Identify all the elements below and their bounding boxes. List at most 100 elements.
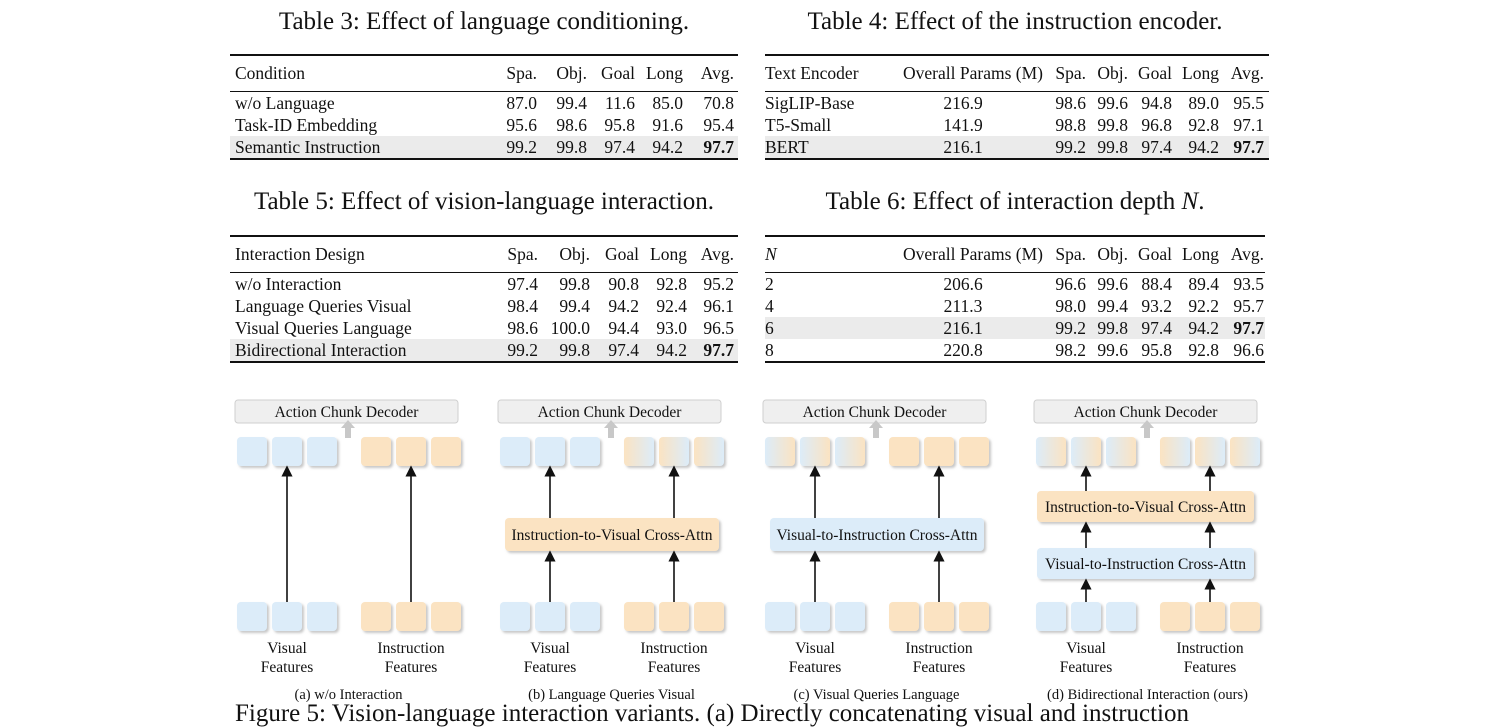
table-cell: 92.2 [1188, 295, 1219, 316]
visual-to-instruction-cross-attn-label: Visual-to-Instruction Cross-Attn [777, 527, 978, 544]
table-cell: 94.2 [608, 295, 639, 316]
visual-features-label: Features [524, 659, 577, 676]
visual-token-out [835, 437, 865, 466]
instruction-token-out [361, 437, 391, 466]
instruction-token-in [659, 602, 689, 631]
table-cell: 97.4 [507, 273, 538, 294]
instruction-token-in [889, 602, 919, 631]
table-cell: 98.8 [1055, 114, 1086, 135]
table-cell: 100.0 [550, 317, 590, 338]
table-cell: 95.8 [604, 114, 635, 135]
table-row-highlighted: Semantic Instruction 99.2 99.8 97.4 94.2… [230, 136, 738, 159]
table-row: w/o Language 87.0 99.4 11.6 85.0 70.8 [230, 92, 738, 115]
action-chunk-decoder-label: Action Chunk Decoder [275, 404, 420, 421]
decoder-up-arrow-icon [604, 420, 618, 438]
table5-header: Obj. [559, 244, 590, 264]
table-cell: 92.4 [656, 295, 687, 316]
table6-header: Overall Params (M) [903, 244, 1043, 264]
instruction-token-in [1160, 602, 1190, 631]
instruction-token-in [1230, 602, 1260, 631]
table-cell: 141.9 [943, 114, 983, 135]
table4-header: Obj. [1097, 63, 1128, 83]
table-cell: 99.6 [1097, 92, 1128, 113]
table-cell: 89.0 [1188, 92, 1219, 113]
table-cell: w/o Language [235, 92, 335, 113]
table4-header: Overall Params (M) [903, 63, 1043, 83]
visual-token-out [535, 437, 565, 466]
table-cell: 94.2 [635, 136, 683, 159]
table-cell: 11.6 [605, 92, 635, 113]
instruction-token-out [396, 437, 426, 466]
table-cell: 98.2 [1055, 339, 1086, 360]
visual-token-out [500, 437, 530, 466]
instruction-to-visual-cross-attn-label: Instruction-to-Visual Cross-Attn [512, 527, 713, 544]
table-cell: 96.6 [1055, 273, 1086, 294]
table-cell: 99.6 [1097, 339, 1128, 360]
table6: N Overall Params (M) Spa. Obj. Goal Long… [765, 235, 1265, 363]
table4-header-row: Text Encoder Overall Params (M) Spa. Obj… [765, 55, 1269, 92]
visual-token-in [800, 602, 830, 631]
visual-token-in [1036, 602, 1066, 631]
table4-header: Goal [1137, 63, 1172, 83]
table-cell: 96.6 [1233, 339, 1264, 360]
table-cell: 98.6 [556, 114, 587, 135]
instruction-token-out [924, 437, 954, 466]
table-cell: 95.5 [1233, 92, 1264, 113]
table6-caption-suffix: . [1198, 188, 1205, 215]
table-row: Task-ID Embedding 95.6 98.6 95.8 91.6 95… [230, 114, 738, 136]
table3-header: Avg. [700, 63, 734, 83]
table6-caption: Table 6: Effect of interaction depth N. [765, 188, 1265, 216]
table4-header: Avg. [1230, 63, 1264, 83]
table-row: T5-Small 141.9 98.8 99.8 96.8 92.8 97.1 [765, 114, 1269, 136]
table-cell: 97.4 [587, 136, 635, 159]
table5-header: Spa. [507, 244, 538, 264]
instruction-token-in [361, 602, 391, 631]
instruction-features-label: Instruction [377, 640, 444, 657]
table3-header: Spa. [506, 63, 537, 83]
table-cell: 97.4 [1128, 136, 1172, 159]
visual-to-instruction-cross-attn [770, 518, 984, 551]
table4-caption: Table 4: Effect of the instruction encod… [807, 8, 1223, 35]
visual-token-out [272, 437, 302, 466]
visual-token-out [307, 437, 337, 466]
table-cell: 99.8 [1086, 317, 1128, 339]
table-cell: 95.6 [506, 114, 537, 135]
table-cell: 99.8 [559, 273, 590, 294]
instruction-token-out [889, 437, 919, 466]
instruction-token-in [924, 602, 954, 631]
table-cell: 98.4 [507, 295, 538, 316]
table6-header-row: N Overall Params (M) Spa. Obj. Goal Long… [765, 236, 1265, 273]
instruction-token-out [959, 437, 989, 466]
table-cell: 211.3 [943, 295, 983, 316]
table-cell: 99.2 [1043, 136, 1086, 159]
visual-features-label: Features [789, 659, 842, 676]
table-cell: Visual Queries Language [235, 317, 412, 338]
table6-caption-var: N [1181, 188, 1199, 215]
action-chunk-decoder-label: Action Chunk Decoder [803, 404, 948, 421]
table3-header: Long [646, 63, 683, 83]
table5-header: Long [650, 244, 687, 264]
visual-token-out [237, 437, 267, 466]
table-cell: Semantic Instruction [230, 136, 495, 159]
table-cell: Bidirectional Interaction [230, 339, 490, 362]
visual-token-in [307, 602, 337, 631]
table-cell: 94.2 [1172, 136, 1219, 159]
table-row: 8 220.8 98.2 99.6 95.8 92.8 96.6 [765, 339, 1265, 362]
table-cell: Language Queries Visual [235, 295, 412, 316]
instruction-features-label: Features [648, 659, 701, 676]
table-cell: T5-Small [765, 114, 832, 135]
table-cell: 90.8 [608, 273, 639, 294]
table-cell: SigLIP-Base [765, 92, 855, 113]
table-cell: 95.7 [1233, 295, 1264, 316]
decoder-up-arrow-icon [1140, 420, 1154, 438]
table5-header: Goal [604, 244, 639, 264]
table-row-highlighted: Bidirectional Interaction 99.2 99.8 97.4… [230, 339, 738, 362]
instruction-token-out [1230, 437, 1260, 466]
instruction-token-out [694, 437, 724, 466]
table6-header: N [765, 244, 777, 264]
table-cell: 216.1 [883, 317, 1043, 339]
table-cell: 92.8 [656, 273, 687, 294]
table-cell: 96.1 [703, 295, 734, 316]
table-cell: 8 [765, 339, 774, 360]
table-cell: 93.0 [656, 317, 687, 338]
